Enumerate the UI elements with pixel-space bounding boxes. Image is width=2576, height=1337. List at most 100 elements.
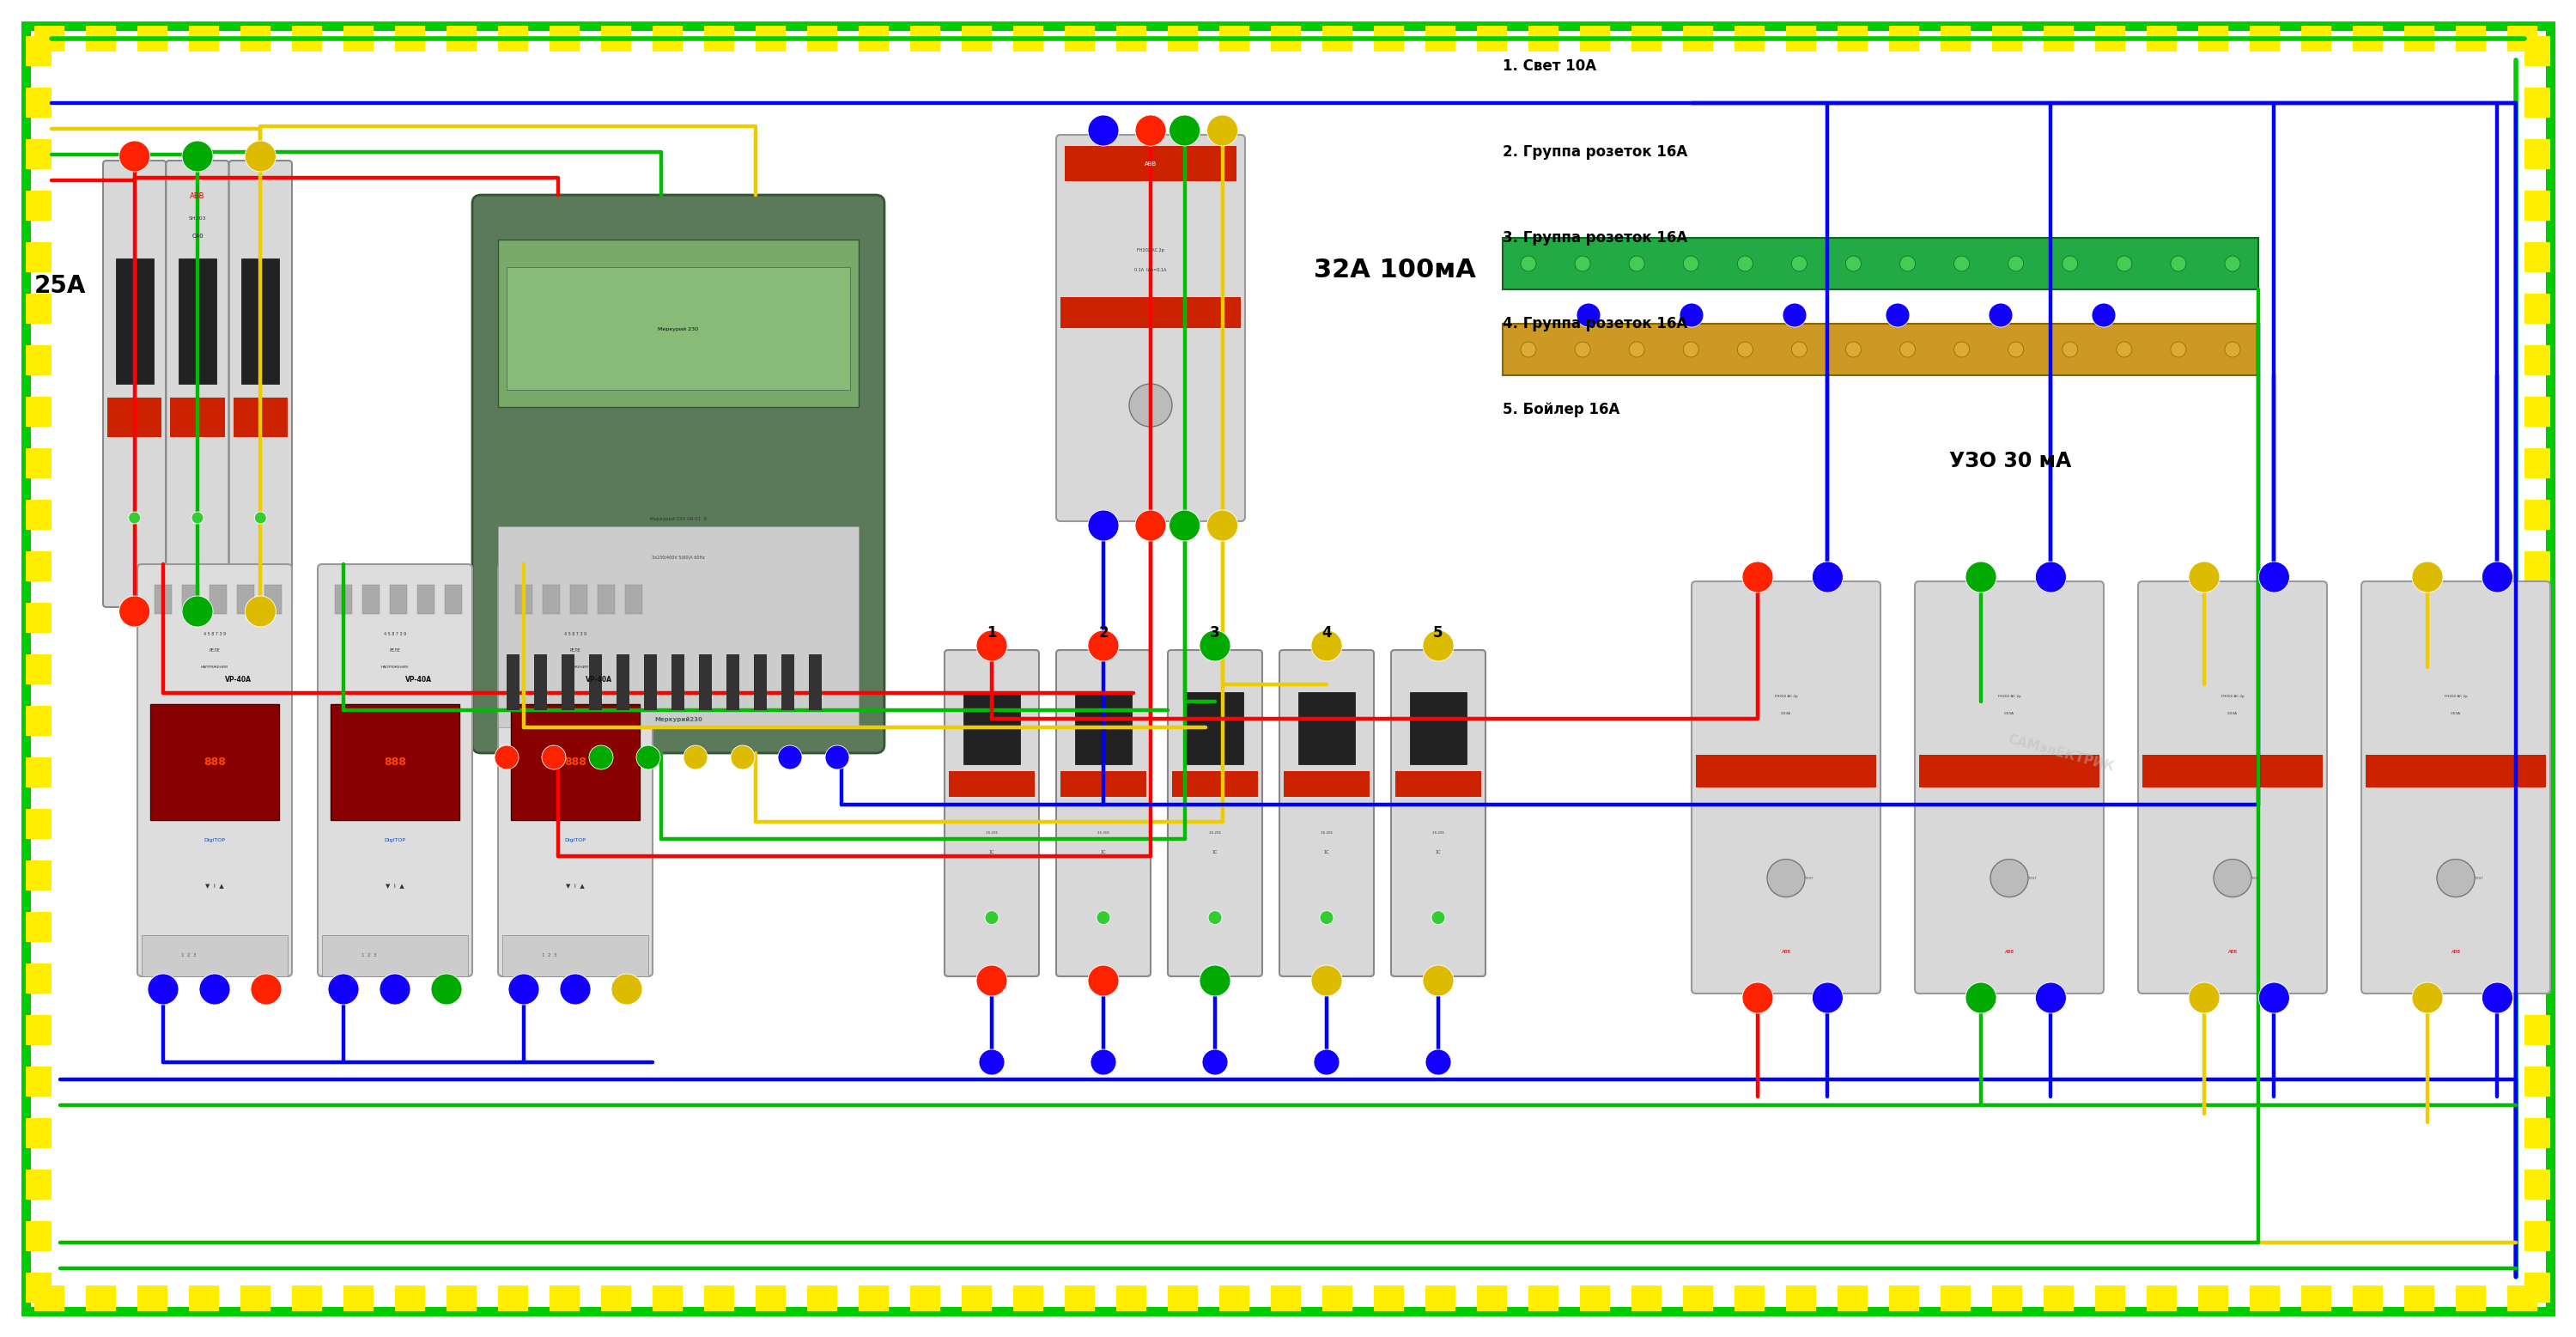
Circle shape <box>2035 562 2066 592</box>
Text: VP-40A: VP-40A <box>404 675 430 683</box>
Circle shape <box>1314 1050 1340 1075</box>
FancyBboxPatch shape <box>1391 650 1486 976</box>
FancyBboxPatch shape <box>229 160 291 607</box>
Text: ABB: ABB <box>2228 951 2236 955</box>
FancyBboxPatch shape <box>317 564 471 976</box>
Bar <box>858 1285 889 1312</box>
Bar <box>2524 603 2550 632</box>
Bar <box>2524 861 2550 890</box>
Bar <box>389 584 407 614</box>
Text: FH202 AC 2p: FH202 AC 2p <box>2445 695 2468 698</box>
Circle shape <box>118 596 149 627</box>
Circle shape <box>1087 965 1118 996</box>
Circle shape <box>976 965 1007 996</box>
Bar <box>806 1285 837 1312</box>
Circle shape <box>2009 342 2025 357</box>
Bar <box>1061 297 1242 328</box>
Circle shape <box>191 512 204 524</box>
Bar <box>26 294 52 324</box>
Bar <box>188 25 219 52</box>
Circle shape <box>1844 342 1860 357</box>
Bar <box>726 654 739 710</box>
Text: 4: 4 <box>1321 626 1332 640</box>
Circle shape <box>1319 910 1334 924</box>
Bar <box>155 584 173 614</box>
Bar <box>497 25 528 52</box>
Circle shape <box>1208 910 1221 924</box>
Bar <box>598 584 616 614</box>
Circle shape <box>379 973 410 1004</box>
Text: ▼  i  ▲: ▼ i ▲ <box>206 884 224 888</box>
Bar <box>2403 25 2434 52</box>
Bar <box>33 1285 64 1312</box>
Bar <box>85 1285 116 1312</box>
Circle shape <box>379 973 410 1004</box>
Bar <box>1991 25 2022 52</box>
Bar <box>137 25 167 52</box>
Text: DigiTOP: DigiTOP <box>564 838 585 842</box>
Bar <box>755 1285 786 1312</box>
Circle shape <box>1136 511 1167 541</box>
Bar <box>652 25 683 52</box>
Bar <box>234 397 289 437</box>
Bar <box>1218 25 1249 52</box>
Bar <box>363 584 379 614</box>
Bar <box>2300 25 2331 52</box>
Bar <box>1188 693 1244 765</box>
Bar <box>510 705 639 820</box>
Bar <box>26 706 52 735</box>
Circle shape <box>636 745 659 769</box>
Circle shape <box>1736 255 1752 271</box>
Text: 888: 888 <box>204 757 227 767</box>
Bar <box>26 242 52 273</box>
Bar <box>26 1067 52 1096</box>
Text: 1  2  3: 1 2 3 <box>541 953 556 957</box>
Text: TEST: TEST <box>1806 876 1814 880</box>
Bar <box>1373 1285 1404 1312</box>
Circle shape <box>245 596 276 627</box>
Bar <box>1167 1285 1198 1312</box>
Circle shape <box>1311 630 1342 662</box>
Text: 0.03A: 0.03A <box>1780 711 1790 715</box>
Bar <box>26 345 52 376</box>
Circle shape <box>1844 255 1860 271</box>
Bar <box>1396 770 1481 797</box>
Text: 1S 201: 1S 201 <box>1432 832 1445 834</box>
Bar <box>1502 324 2259 376</box>
FancyBboxPatch shape <box>1056 650 1151 976</box>
Bar <box>330 705 459 820</box>
Circle shape <box>198 973 229 1004</box>
Circle shape <box>559 973 590 1004</box>
Circle shape <box>183 140 214 171</box>
Bar <box>1218 1285 1249 1312</box>
Bar <box>1064 147 1236 182</box>
Circle shape <box>1520 255 1535 271</box>
FancyBboxPatch shape <box>945 650 1038 976</box>
Bar <box>209 584 227 614</box>
Text: ▼  i  ▲: ▼ i ▲ <box>386 884 404 888</box>
Text: 4 5 8 7 3 9: 4 5 8 7 3 9 <box>204 632 227 636</box>
Bar <box>1734 25 1765 52</box>
Bar <box>1579 25 1610 52</box>
Bar <box>2455 25 2486 52</box>
Circle shape <box>1628 342 1643 357</box>
Bar <box>2524 1170 2550 1199</box>
Bar <box>1012 1285 1043 1312</box>
Text: 3: 3 <box>1211 626 1221 640</box>
Bar <box>26 861 52 890</box>
Text: 4 5 8 7 3 9: 4 5 8 7 3 9 <box>564 632 587 636</box>
Bar <box>2524 294 2550 324</box>
Bar <box>2524 139 2550 170</box>
Text: 3х230/400V 5(60)A 60Hz: 3х230/400V 5(60)A 60Hz <box>652 556 706 560</box>
Bar <box>1528 25 1558 52</box>
Text: ABB: ABB <box>2452 951 2460 955</box>
Bar <box>33 25 64 52</box>
Bar <box>590 654 603 710</box>
Bar <box>26 397 52 427</box>
Bar <box>2524 345 2550 376</box>
Bar <box>2094 1285 2125 1312</box>
Text: УЗО 30 мА: УЗО 30 мА <box>1950 451 2071 472</box>
Text: САМэлЕКТРИК: САМэлЕКТРИК <box>2007 733 2115 774</box>
Bar <box>755 25 786 52</box>
Bar <box>149 705 278 820</box>
